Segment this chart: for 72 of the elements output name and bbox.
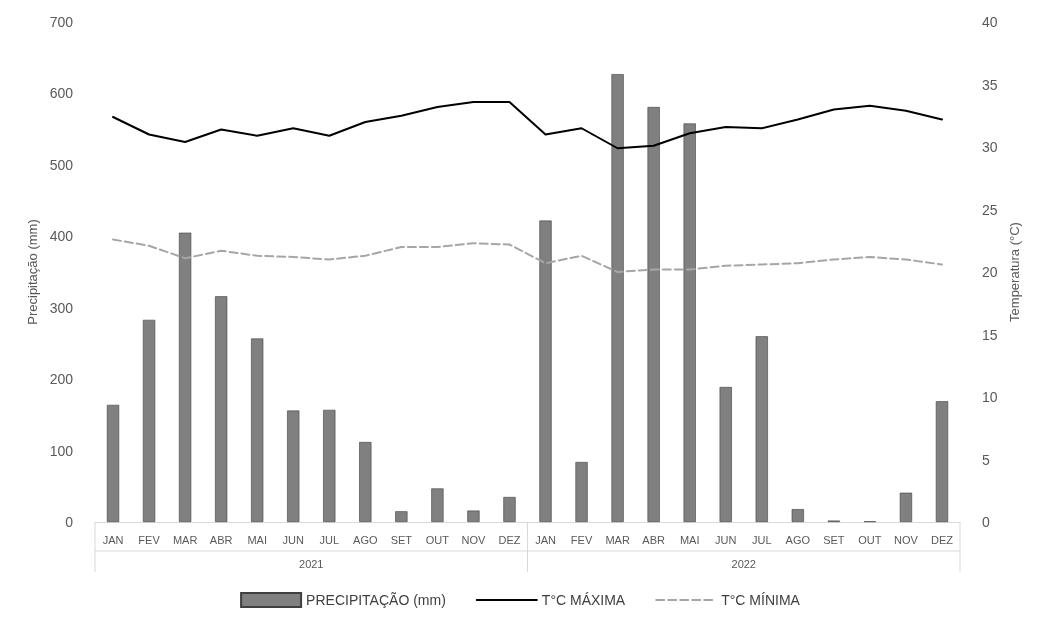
line-series xyxy=(112,238,943,273)
y2-tick-label: 30 xyxy=(982,139,998,155)
x-tick-label: OUT xyxy=(858,533,882,546)
bar xyxy=(647,107,660,522)
bar xyxy=(719,387,732,522)
y2-tick-label: 20 xyxy=(982,264,998,280)
x-tick-label: MAI xyxy=(247,533,267,546)
x-tick-label: JUN xyxy=(715,533,737,546)
y-tick-label: 100 xyxy=(49,442,74,459)
x-tick-label: AGO xyxy=(785,533,811,546)
bar xyxy=(503,497,516,522)
y2-tick-label: 15 xyxy=(982,326,998,343)
y-tick-label: 200 xyxy=(49,371,74,388)
bar xyxy=(431,488,444,522)
bar xyxy=(791,509,804,522)
x-tick-label: JAN xyxy=(535,533,556,546)
bar xyxy=(142,319,156,522)
y2-tick-label: 5 xyxy=(982,451,990,468)
x-tick-label: JUL xyxy=(319,533,340,546)
bar xyxy=(611,74,624,522)
x-tick-label: DEZ xyxy=(930,533,954,546)
x-tick-label: SET xyxy=(823,533,845,546)
x-tick-label: FEV xyxy=(138,533,161,546)
x-tick-label: JUN xyxy=(282,533,304,546)
y-tick-label: 300 xyxy=(49,299,74,316)
x-tick-label: JUL xyxy=(751,533,772,546)
legend-label: T°C MÍNIMA xyxy=(721,592,801,608)
y-tick-label: 500 xyxy=(49,156,74,173)
bar xyxy=(359,442,372,522)
text: 2021 xyxy=(299,558,324,570)
bar xyxy=(323,409,336,522)
x-tick-label: ABR xyxy=(642,533,666,546)
x-tick-label: DEZ xyxy=(498,533,521,546)
y2-tick-label: 10 xyxy=(982,389,998,405)
x-tick-label: SET xyxy=(390,533,413,546)
legend-label: T°C MÁXIMA xyxy=(541,592,626,608)
y2-tick-label: 35 xyxy=(982,76,998,93)
y-axis-title: Precipitação (mm) xyxy=(24,219,40,325)
bar xyxy=(395,511,408,522)
y-tick-label: 0 xyxy=(65,514,74,530)
bar xyxy=(106,404,120,522)
y-tick-label: 600 xyxy=(49,85,74,102)
x-tick-label: MAI xyxy=(679,533,700,546)
bar xyxy=(755,336,768,522)
bar xyxy=(251,338,264,522)
y2-tick-label: 0 xyxy=(982,514,990,530)
y2-tick-label: 25 xyxy=(982,201,998,218)
bar xyxy=(287,410,300,522)
y2-axis-title: Temperatura (°C) xyxy=(1007,222,1023,322)
x-tick-label: FEV xyxy=(570,533,593,546)
y-tick-label: 400 xyxy=(49,228,74,245)
x-tick-label: MAR xyxy=(172,533,198,546)
x-tick-label: MAR xyxy=(605,533,630,546)
bar xyxy=(899,492,913,522)
bar xyxy=(575,462,588,522)
x-tick-label: NOV xyxy=(894,533,919,546)
line-series xyxy=(112,101,943,150)
bar xyxy=(935,401,949,522)
legend-label: PRECIPITAÇÃO (mm) xyxy=(306,592,446,608)
x-tick-label: OUT xyxy=(425,533,450,546)
x-tick-label: ABR xyxy=(209,533,233,546)
y2-tick-label: 40 xyxy=(982,14,998,30)
x-tick-label: JAN xyxy=(102,533,124,546)
bar xyxy=(178,232,192,522)
bar xyxy=(683,123,696,522)
bar xyxy=(215,296,228,522)
bar xyxy=(467,510,480,522)
x-tick-label: NOV xyxy=(461,533,487,546)
y-tick-label: 700 xyxy=(49,14,74,30)
x-tick-label: AGO xyxy=(353,533,378,546)
text: 2022 xyxy=(731,558,756,570)
bar xyxy=(539,220,552,522)
